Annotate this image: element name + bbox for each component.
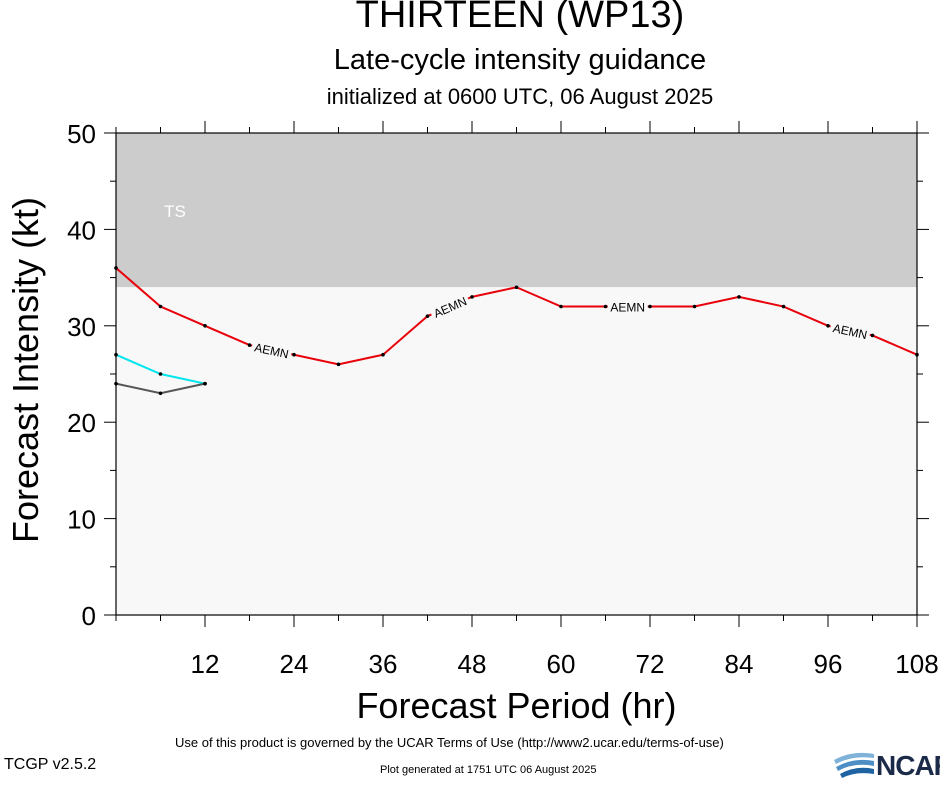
x-tick-label: 72: [636, 649, 665, 679]
x-tick-label: 36: [369, 649, 398, 679]
y-tick-label: 30: [67, 312, 96, 342]
series-point: [559, 304, 563, 309]
series-point: [781, 304, 786, 309]
ncar-logo: NCAR: [832, 748, 940, 781]
series-point: [114, 352, 118, 357]
series-label: AEMN: [610, 301, 645, 315]
series-point: [203, 324, 207, 328]
series-point: [737, 295, 741, 299]
chart-subtitle: Late-cycle intensity guidance: [333, 44, 707, 76]
x-axis-label: Forecast Period (hr): [356, 685, 676, 726]
y-tick-label: 20: [67, 408, 96, 438]
x-tick-label: 108: [895, 649, 938, 679]
series-point: [915, 352, 919, 357]
series-point: [158, 304, 163, 309]
x-tick-label: 84: [725, 649, 754, 679]
series-point: [158, 372, 163, 376]
series-point: [425, 314, 430, 318]
series-point: [114, 266, 118, 270]
series-point: [692, 304, 697, 309]
y-tick-label: 10: [67, 505, 96, 535]
ncar-logo-icon: [834, 752, 874, 778]
x-tick-label: 96: [814, 649, 843, 679]
y-tick-label: 40: [67, 215, 96, 245]
series-point: [514, 285, 519, 290]
version-label: TCGP v2.5.2: [4, 756, 97, 773]
series-point: [603, 304, 608, 309]
series-label-group: AEMN: [607, 299, 648, 315]
series-point: [203, 381, 207, 386]
chart-title: THIRTEEN (WP13): [355, 0, 685, 36]
series-label-bg: [250, 338, 293, 361]
series-point: [826, 324, 830, 328]
series-point: [336, 362, 341, 367]
terms-of-use-text: Use of this product is governed by the U…: [175, 735, 724, 750]
y-axis-label: Forecast Intensity (kt): [5, 197, 46, 543]
generated-timestamp: Plot generated at 1751 UTC 06 August 202…: [380, 764, 597, 776]
series-point: [158, 391, 163, 396]
series-point: [381, 352, 385, 357]
x-tick-label: 60: [547, 649, 576, 679]
intensity-band: [116, 133, 917, 288]
series-point: [470, 295, 474, 299]
band-label: TS: [164, 202, 186, 221]
chart-init-time: initialized at 0600 UTC, 06 August 2025: [326, 84, 714, 109]
series-label-bg: [607, 299, 648, 314]
series-point: [292, 352, 296, 357]
x-tick-label: 24: [280, 649, 309, 679]
y-tick-label: 0: [82, 601, 96, 631]
x-tick-label: 12: [191, 649, 220, 679]
intensity-band: [116, 287, 917, 615]
series-point: [114, 381, 118, 386]
y-tick-label: 50: [67, 119, 96, 149]
x-tick-label: 48: [458, 649, 487, 679]
series-point: [870, 333, 875, 338]
series-point: [247, 343, 252, 347]
series-point: [648, 304, 652, 309]
series-label-bg: [829, 319, 872, 342]
series-label-bg: [428, 292, 471, 321]
ncar-logo-text: NCAR: [876, 750, 940, 781]
